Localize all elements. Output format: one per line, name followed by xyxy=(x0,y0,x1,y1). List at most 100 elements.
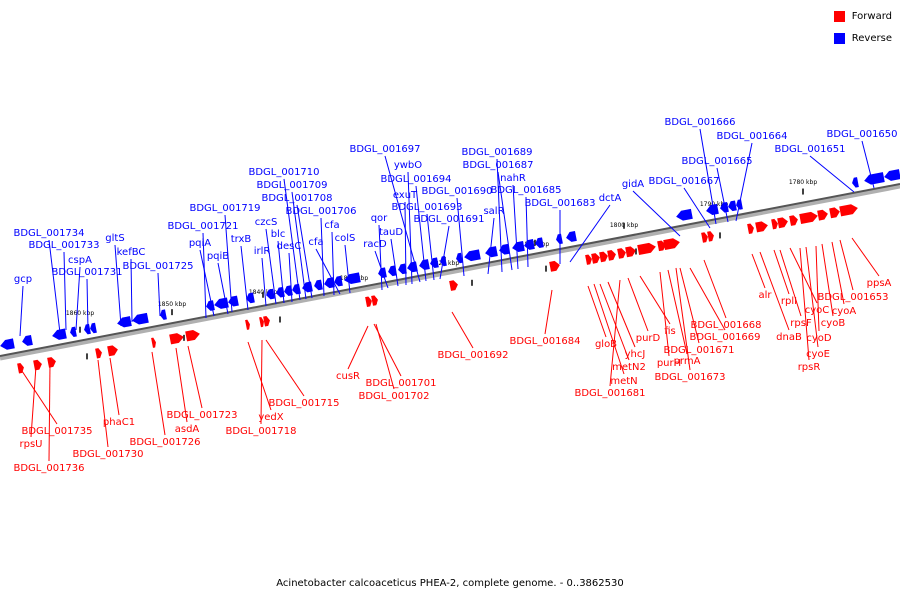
forward-gene-leader xyxy=(659,271,670,357)
forward-gene-label: metN2 xyxy=(612,362,646,373)
forward-gene-leader xyxy=(759,251,790,331)
forward-gene-arrow xyxy=(599,251,608,263)
reverse-gene-arrow xyxy=(676,208,693,221)
reverse-gene-leader xyxy=(683,187,711,229)
reverse-gene-label: dctA xyxy=(599,193,622,204)
forward-gene-leader xyxy=(839,239,854,291)
forward-gene-arrow xyxy=(585,254,592,265)
reverse-gene-label: BDGL_001667 xyxy=(648,176,719,187)
forward-gene-label: rpsF xyxy=(790,318,812,329)
forward-gene-arrow xyxy=(625,246,636,258)
ruler-tick-label: 1810 kbp xyxy=(521,241,549,248)
reverse-gene-leader xyxy=(86,278,89,331)
reverse-gene-label: blc xyxy=(271,229,286,240)
reverse-gene-arrow xyxy=(70,326,77,338)
reverse-gene-arrow xyxy=(378,267,387,278)
reverse-gene-arrow xyxy=(419,259,430,270)
forward-gene-label: fis xyxy=(664,326,676,337)
forward-gene-leader xyxy=(851,237,880,277)
reverse-gene-label: exuT xyxy=(393,190,418,201)
forward-gene-leader xyxy=(19,367,58,425)
forward-gene-arrow xyxy=(549,260,560,272)
reverse-gene-arrow xyxy=(246,292,255,304)
forward-gene-arrow xyxy=(799,211,818,224)
forward-gene-leader xyxy=(789,247,818,304)
forward-gene-leader xyxy=(689,267,726,331)
forward-gene-arrow xyxy=(245,319,250,330)
forward-gene-label: BDGL_001681 xyxy=(574,388,645,399)
reverse-gene-arrow xyxy=(266,288,275,300)
reverse-gene-arrow xyxy=(407,261,418,273)
reverse-gene-leader xyxy=(265,228,277,305)
reverse-gene-arrow xyxy=(314,279,323,291)
reverse-gene-label: kefBC xyxy=(117,247,146,258)
reverse-gene-leader xyxy=(240,245,249,311)
gene-arrows xyxy=(0,169,900,374)
forward-gene-label: BDGL_001653 xyxy=(817,292,888,303)
forward-gene-leader xyxy=(667,269,688,355)
reverse-gene-arrow xyxy=(388,265,397,277)
forward-gene-label: purH xyxy=(657,358,681,369)
reverse-gene-arrow xyxy=(864,172,885,185)
reverse-gene-label: BDGL_001690 xyxy=(421,186,492,197)
reverse-gene-leader xyxy=(63,251,67,331)
genome-backbone xyxy=(0,183,900,361)
reverse-gene-arrow xyxy=(284,285,293,296)
forward-gene-label: BDGL_001702 xyxy=(358,391,429,402)
forward-gene-leader xyxy=(639,275,671,325)
forward-gene-leader xyxy=(451,311,474,349)
reverse-gene-leader xyxy=(569,204,611,263)
reverse-gene-label: tauD xyxy=(379,227,403,238)
reverse-gene-label: BDGL_001666 xyxy=(664,117,735,128)
forward-gene-leader xyxy=(599,283,630,361)
reverse-gene-arrow xyxy=(276,286,285,298)
reverse-gene-label: BDGL_001664 xyxy=(716,131,787,142)
forward-gene-label: BDGL_001723 xyxy=(166,410,237,421)
reverse-gene-arrow xyxy=(302,281,313,293)
ruler-tick-label: 1800 kbp xyxy=(610,222,638,229)
forward-gene-leader xyxy=(821,243,834,317)
forward-gene-arrow xyxy=(107,345,118,357)
reverse-gene-arrow xyxy=(499,243,510,255)
forward-gene-label: BDGL_001736 xyxy=(13,463,84,474)
reverse-gene-leader xyxy=(320,217,325,297)
forward-gene-label: BDGL_001718 xyxy=(225,426,296,437)
reverse-gene-arrow xyxy=(292,283,301,295)
reverse-gene-label: BDGL_001665 xyxy=(681,156,752,167)
reverse-gene-label: desC xyxy=(277,241,302,252)
figure-caption: Acinetobacter calcoaceticus PHEA-2, comp… xyxy=(276,578,624,589)
forward-gene-arrow xyxy=(637,242,656,255)
reverse-gene-label: BDGL_001709 xyxy=(256,180,327,191)
forward-gene-label: BDGL_001684 xyxy=(509,336,580,347)
forward-gene-arrow xyxy=(657,240,666,252)
reverse-gene-label: nahR xyxy=(500,173,526,184)
forward-gene-leader xyxy=(109,357,120,416)
forward-gene-arrow xyxy=(263,316,270,327)
forward-gene-label: BDGL_001673 xyxy=(654,372,725,383)
forward-gene-leader xyxy=(815,245,820,332)
forward-gene-label: cyoD xyxy=(806,333,832,344)
forward-gene-label: BDGL_001671 xyxy=(663,345,734,356)
forward-gene-leader xyxy=(627,277,649,332)
forward-gene-arrow xyxy=(755,221,768,233)
forward-gene-arrow xyxy=(185,330,200,342)
reverse-gene-label: cfa xyxy=(308,237,323,248)
reverse-gene-arrow xyxy=(117,316,132,328)
reverse-gene-label: cfa xyxy=(324,220,339,231)
forward-gene-leader xyxy=(587,285,607,338)
reverse-gene-leader xyxy=(291,191,307,300)
reverse-gene-leader xyxy=(496,158,503,273)
reverse-gene-arrow xyxy=(52,328,67,340)
reverse-gene-label: BDGL_001685 xyxy=(490,185,561,196)
reverse-gene-label: racD xyxy=(363,239,387,250)
forward-gene-leader xyxy=(607,281,636,348)
forward-gene-leader xyxy=(805,246,819,348)
forward-gene-arrow xyxy=(771,218,778,230)
forward-gene-arrow xyxy=(151,337,156,348)
reverse-gene-label: BDGL_001731 xyxy=(51,267,122,278)
reverse-gene-label: pqiB xyxy=(207,251,229,262)
forward-gene-arrow xyxy=(449,280,458,291)
reverse-gene-arrow xyxy=(324,277,335,289)
reverse-gene-arrow xyxy=(720,201,729,213)
